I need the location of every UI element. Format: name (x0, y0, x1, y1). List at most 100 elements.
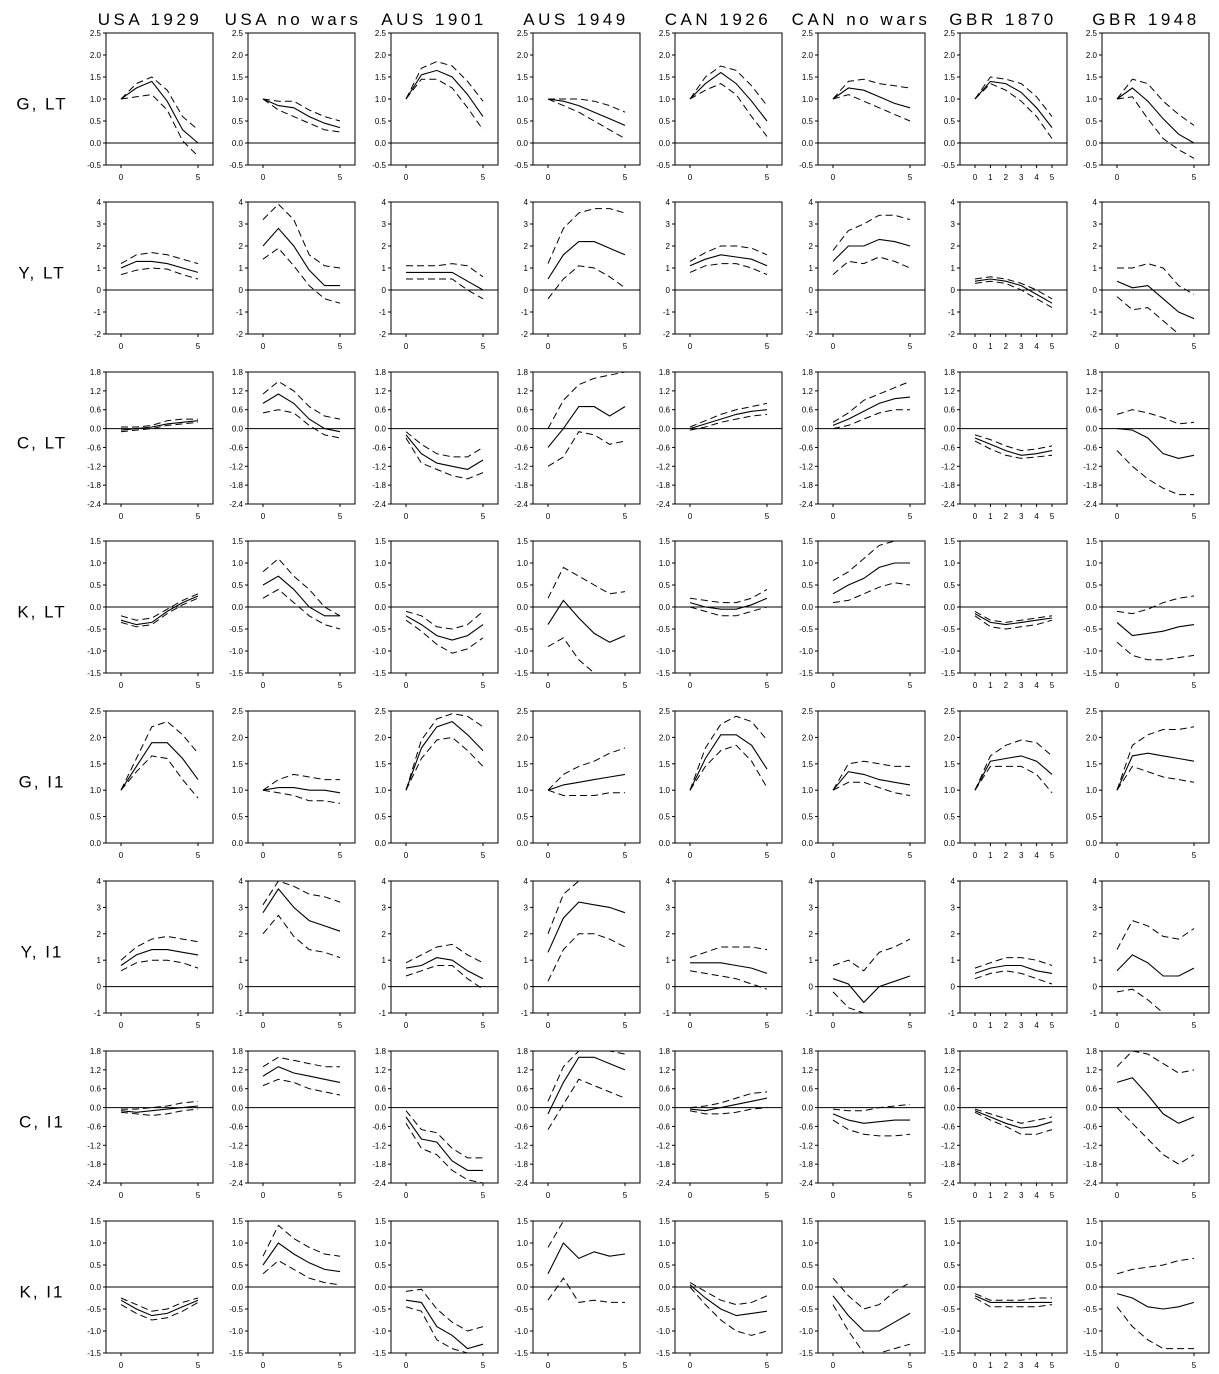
y-tick-label: 1.0 (659, 559, 671, 568)
y-tick-label: -1.8 (941, 1160, 955, 1169)
estimate-line (1116, 752, 1195, 791)
y-tick-label: 0.5 (1086, 581, 1098, 590)
y-tick-label: 0 (97, 983, 102, 992)
y-tick-label: 0.0 (90, 1283, 102, 1292)
y-tick-label: 1.5 (1086, 537, 1098, 546)
estimate-line (547, 98, 626, 126)
y-tick-label: 0.0 (517, 1104, 529, 1113)
y-tick-label: -1.0 (941, 647, 955, 656)
y-tick-label: -0.5 (656, 161, 670, 170)
y-tick-label: -1.2 (799, 1141, 813, 1150)
y-tick-label: 1.8 (659, 1047, 671, 1056)
y-tick-label: 1 (1093, 956, 1098, 965)
upper-band-line (974, 76, 1053, 117)
column-title: CAN no wars (792, 10, 931, 29)
y-tick-label: 1.0 (1086, 1239, 1098, 1248)
upper-band-line (689, 715, 768, 791)
y-tick-label: 1.0 (944, 95, 956, 104)
y-tick-label: 1 (951, 264, 956, 273)
upper-band-line (262, 203, 341, 269)
y-tick-label: 0.0 (90, 839, 102, 848)
y-tick-label: 1.5 (90, 73, 102, 82)
plot-frame (959, 371, 1068, 505)
y-tick-label: 1.5 (517, 73, 529, 82)
y-tick-label: 1.0 (1086, 559, 1098, 568)
y-tick-label: 2.0 (517, 733, 529, 742)
y-tick-label: -1.5 (87, 669, 101, 678)
lower-band-line (832, 582, 911, 604)
y-tick-label: -1.5 (941, 1349, 955, 1358)
upper-band-line (689, 245, 768, 262)
y-tick-label: 1.0 (802, 1239, 814, 1248)
y-tick-label: -2.4 (1083, 500, 1097, 509)
x-tick-label: 5 (338, 512, 343, 521)
x-tick-label: 0 (1115, 851, 1120, 860)
estimate-line (547, 1056, 626, 1115)
lower-band-line (547, 431, 626, 467)
y-tick-label: 1.2 (944, 1066, 956, 1075)
x-tick-label: 0 (404, 851, 409, 860)
y-tick-label: 1.5 (944, 1217, 956, 1226)
y-tick-label: 2.5 (232, 707, 244, 716)
y-tick-label: 2.5 (1086, 707, 1098, 716)
estimate-line (262, 1242, 341, 1273)
y-tick-label: 1.0 (232, 1239, 244, 1248)
y-tick-label: 0 (1093, 983, 1098, 992)
y-tick-label: 0.5 (944, 813, 956, 822)
lower-band-line (1116, 1306, 1194, 1350)
x-tick-label: 0 (688, 1191, 693, 1200)
x-tick-label: 0 (119, 851, 124, 860)
y-tick-label: 1 (382, 956, 387, 965)
y-tick-label: 2 (239, 930, 244, 939)
y-tick-label: -1.5 (799, 1349, 813, 1358)
y-tick-label: 0.0 (90, 603, 102, 612)
y-tick-label: 1.8 (1086, 368, 1098, 377)
x-tick-label: 1 (988, 173, 993, 182)
y-tick-label: -1.2 (656, 1141, 670, 1150)
y-tick-label: -1.8 (372, 481, 386, 490)
y-tick-label: 0.0 (1086, 1283, 1098, 1292)
y-tick-label: 1.8 (375, 1047, 387, 1056)
y-tick-label: -1.5 (656, 1349, 670, 1358)
y-tick-label: 1.2 (802, 387, 814, 396)
estimate-line (120, 80, 199, 144)
y-tick-label: 1.2 (90, 387, 102, 396)
upper-band-line (120, 935, 199, 961)
upper-band-line (832, 214, 911, 251)
upper-band-line (1116, 409, 1195, 425)
y-tick-label: 0.6 (232, 1085, 244, 1094)
x-tick-label: 0 (831, 851, 836, 860)
upper-band-line (262, 1224, 341, 1257)
y-tick-label: 0.0 (517, 139, 529, 148)
x-tick-label: 0 (261, 1191, 266, 1200)
x-tick-label: 5 (623, 173, 628, 182)
y-tick-label: 2.0 (802, 733, 814, 742)
x-tick-label: 5 (481, 1191, 486, 1200)
x-tick-label: 2 (1004, 512, 1009, 521)
y-tick-label: -0.5 (799, 161, 813, 170)
estimate-line (689, 734, 768, 791)
y-tick-label: 1.0 (232, 95, 244, 104)
y-tick-label: 2 (1093, 242, 1098, 251)
plot-frame (247, 880, 356, 1014)
upper-band-line (832, 541, 910, 582)
x-tick-label: 3 (1019, 512, 1024, 521)
y-tick-label: 0.0 (1086, 139, 1098, 148)
y-tick-label: -0.6 (229, 443, 243, 452)
x-tick-label: 2 (1004, 1191, 1009, 1200)
x-tick-label: 2 (1004, 1361, 1009, 1370)
x-tick-label: 5 (196, 1191, 201, 1200)
x-tick-label: 0 (1115, 1191, 1120, 1200)
y-tick-label: -0.5 (941, 1305, 955, 1314)
y-tick-label: 0.6 (944, 1085, 956, 1094)
y-tick-label: 4 (97, 877, 102, 886)
y-tick-label: 3 (524, 903, 529, 912)
y-tick-label: 0.0 (375, 425, 387, 434)
upper-band-line (262, 98, 341, 122)
x-tick-label: 0 (546, 1021, 551, 1030)
upper-band-line (262, 1056, 340, 1068)
y-tick-label: 4 (1093, 198, 1098, 207)
y-tick-label: 0 (524, 286, 529, 295)
y-tick-label: 1.0 (90, 95, 102, 104)
